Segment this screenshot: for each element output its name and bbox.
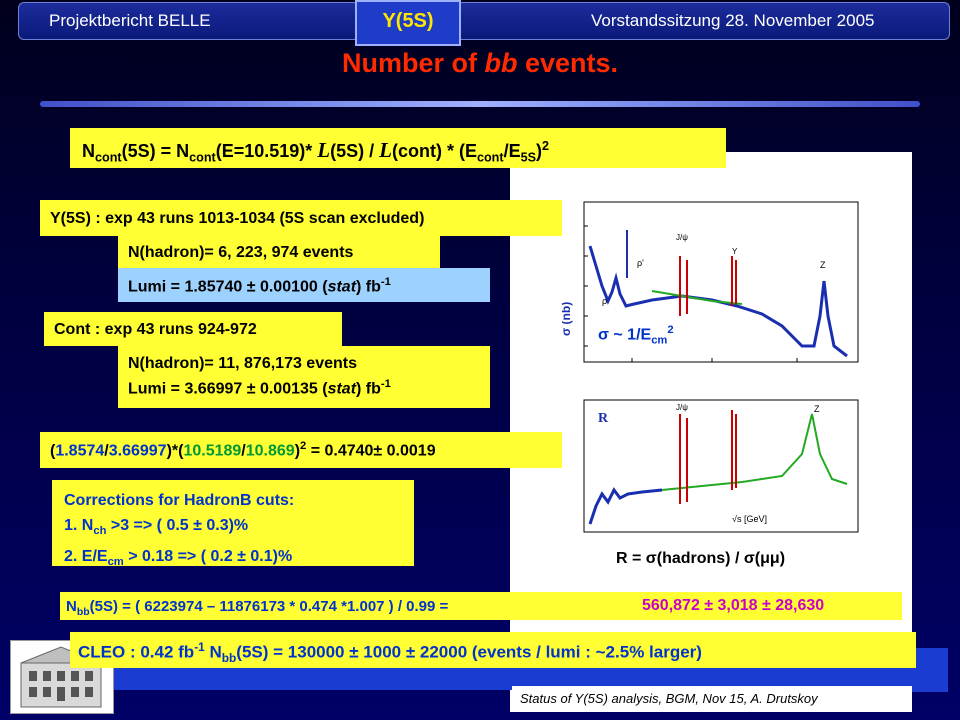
svg-text:J/ψ: J/ψ — [676, 403, 688, 412]
y5s-lumi-box: Lumi = 1.85740 ± 0.00100 (stat) fb-1 — [118, 268, 490, 302]
sigma-axis-label: σ (nb) — [562, 302, 573, 336]
cont-nhadron: N(hadron)= 11, 876,173 events — [128, 355, 357, 372]
corrections-title: Corrections for HadronB cuts: — [64, 492, 295, 509]
corrections-box: Corrections for HadronB cuts: 1. Nch >3 … — [52, 480, 414, 568]
y5s-nhadron-box: N(hadron)= 6, 223, 974 events — [118, 236, 440, 268]
corrections-line2: 2. E/Ecm > 0.18 => ( 0.2 ± 0.1)% — [64, 548, 293, 569]
corrections-line1: 1. Nch >3 => ( 0.5 ± 0.3)% — [64, 517, 249, 538]
r-caption: R = σ(hadrons) / σ(μμ) — [616, 550, 786, 567]
nbb-result-box: 560,872 ± 3,018 ± 28,630 — [628, 592, 902, 620]
cross-section-plot: ρ ρ' J/ψ Υ Z σ (nb) — [562, 196, 862, 382]
svg-text:Z: Z — [814, 404, 820, 414]
svg-text:J/ψ: J/ψ — [676, 233, 688, 242]
page-title: Number of bb events. — [341, 48, 619, 78]
footer-right-strip — [912, 648, 948, 692]
y5s-runs-box: Y(5S) : exp 43 runs 1013-1034 (5S scan e… — [40, 200, 562, 236]
nbb-formula-box: Nbb(5S) = ( 6223974 – 11876173 * 0.474 *… — [60, 592, 628, 620]
cont-lumi: Lumi = 3.66997 ± 0.00135 (stat) fb-1 — [128, 378, 391, 398]
title-divider — [40, 101, 920, 107]
header-left-text: Projektbericht BELLE — [49, 11, 211, 30]
sigma-annotation: σ ~ 1/Ecm2 — [598, 324, 674, 347]
cont-runs-box: Cont : exp 43 runs 924-972 — [44, 312, 342, 346]
svg-text:Υ: Υ — [732, 247, 738, 256]
svg-text:ρ': ρ' — [637, 258, 644, 268]
svg-text:ρ: ρ — [602, 296, 607, 306]
svg-text:Z: Z — [820, 260, 826, 270]
ratio-box: (1.8574/3.66997)*(10.5189/10.869)2 = 0.4… — [40, 432, 572, 468]
header-right-text: Vorstandssitzung 28. November 2005 — [591, 11, 875, 30]
cont-data-box: N(hadron)= 11, 876,173 events Lumi = 3.6… — [118, 346, 490, 408]
r-ratio-plot: R √s [GeV] J/ψ Z — [562, 394, 862, 544]
cleo-box: CLEO : 0.42 fb-1 Nbb(5S) = 130000 ± 1000… — [70, 632, 916, 668]
r-axis-label: R — [598, 411, 609, 426]
formula-box: Ncont(5S) = Ncont(E=10.519)* L(5S) / L(c… — [70, 128, 726, 168]
header-bar: Projektbericht BELLE Vorstandssitzung 28… — [18, 2, 950, 40]
status-caption: Status of Y(5S) analysis, BGM, Nov 15, A… — [512, 686, 912, 710]
footer-bar — [112, 668, 912, 690]
x-axis-label: √s [GeV] — [732, 514, 767, 524]
section-tab[interactable]: Y(5S) — [355, 0, 461, 46]
